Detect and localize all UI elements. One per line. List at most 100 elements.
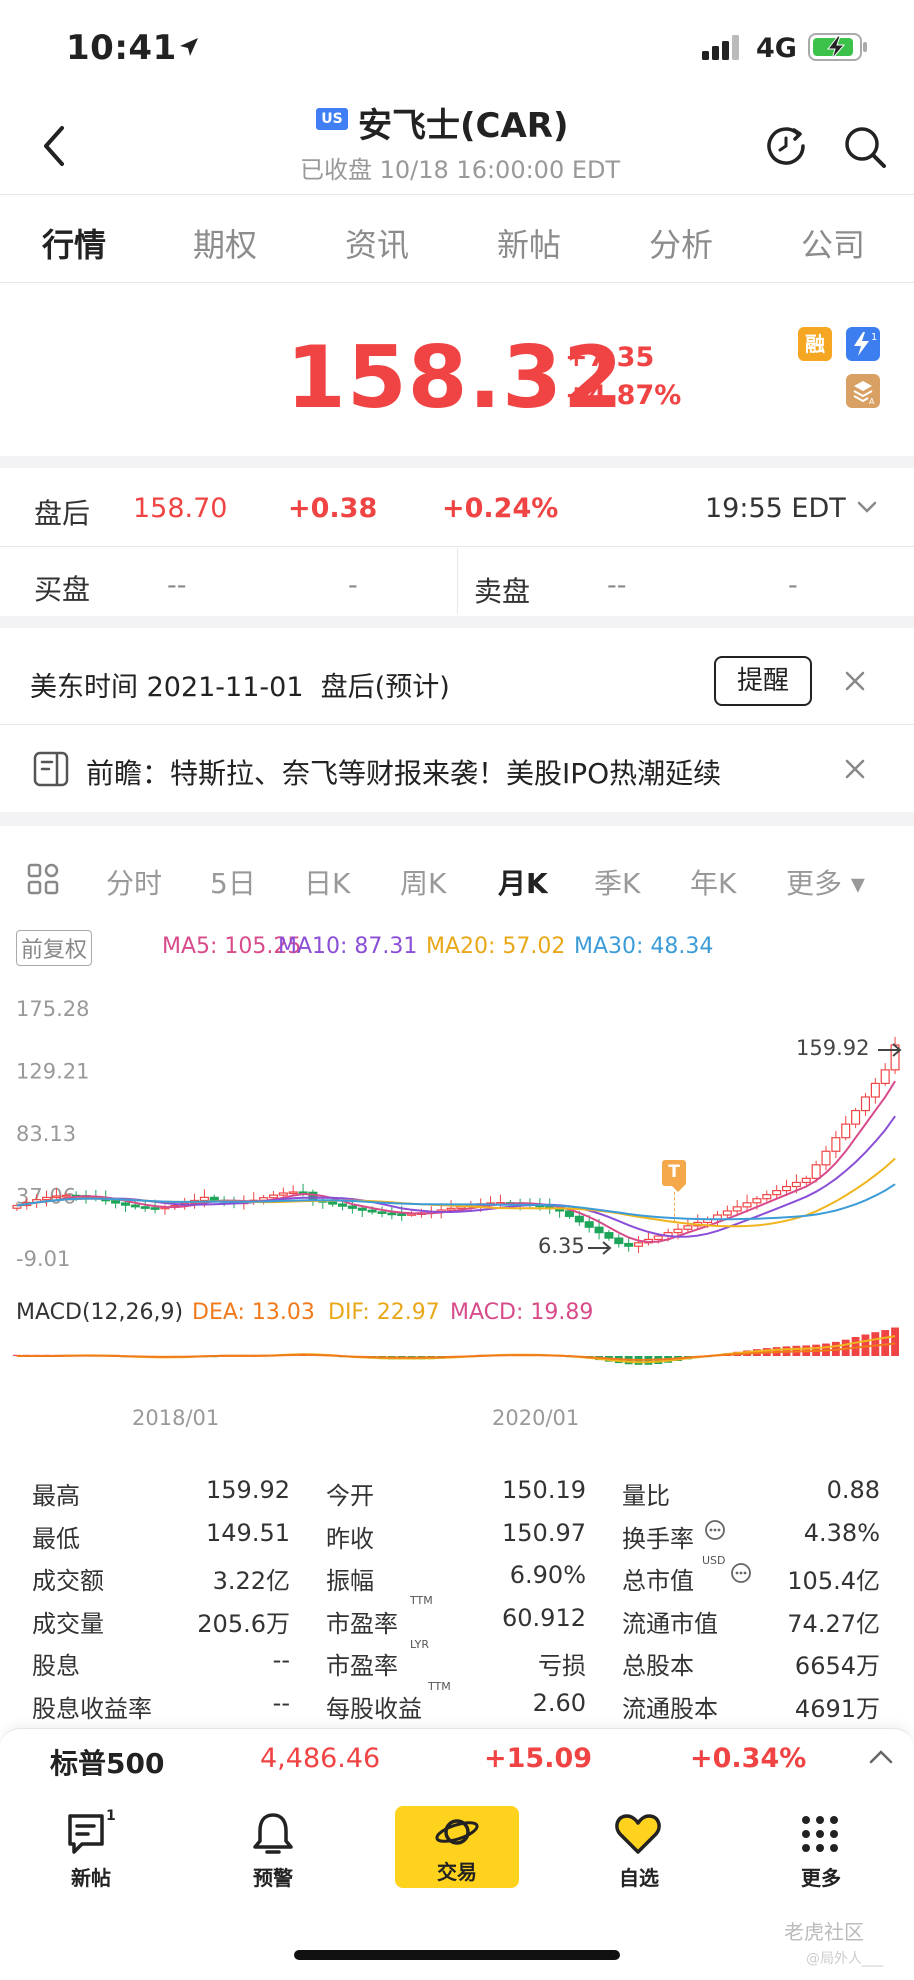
stat-label: 成交量	[32, 1609, 104, 1638]
info-icon[interactable]	[704, 1519, 726, 1541]
macd-bar	[851, 1337, 860, 1356]
candle-body	[870, 1082, 880, 1098]
ask-size: -	[788, 570, 798, 601]
remind-button[interactable]: 提醒	[714, 656, 812, 706]
price-change: +7.35	[565, 342, 655, 373]
dif-value: DIF: 22.97	[328, 1300, 440, 1325]
stat-value: 4691万	[794, 1694, 880, 1723]
refresh-timer-icon[interactable]	[764, 124, 808, 168]
ask-label: 卖盘	[474, 575, 531, 608]
search-icon[interactable]	[842, 124, 888, 170]
home-indicator[interactable]	[294, 1950, 620, 1960]
news-headline[interactable]: 前瞻：特斯拉、奈飞等财报来袭！美股IPO热潮延续	[86, 757, 722, 790]
candle-body	[387, 1212, 397, 1216]
stat-label: 流通股本	[622, 1694, 718, 1723]
period-daily[interactable]: 日K	[304, 867, 351, 900]
stat-label: 振幅	[326, 1567, 374, 1595]
dea-value: DEA: 13.03	[192, 1300, 315, 1325]
tab-options[interactable]: 期权	[193, 226, 258, 264]
margin-badge[interactable]: 融	[798, 327, 832, 361]
ma5-value: MA5: 105.25	[162, 934, 302, 959]
chevron-down-icon[interactable]	[856, 500, 878, 516]
candle-body	[851, 1109, 861, 1125]
stat-label: 换手率	[622, 1524, 694, 1553]
candle-body	[841, 1123, 851, 1139]
candle-body	[120, 1202, 130, 1206]
candle-body	[673, 1228, 683, 1234]
grid-layout-icon[interactable]	[26, 862, 60, 896]
stat-value: 3.22亿	[212, 1567, 290, 1595]
candle-body	[61, 1194, 71, 1198]
max-price-marker: 159.92	[796, 1036, 870, 1060]
heart-icon[interactable]	[614, 1812, 662, 1856]
stat-label: 市盈率	[326, 1609, 398, 1638]
candle-body	[801, 1177, 811, 1184]
stat-label: 最低	[32, 1524, 80, 1553]
macd-chart[interactable]	[0, 1326, 914, 1386]
macd-bar	[861, 1334, 870, 1356]
adjust-mode[interactable]: 前复权	[16, 930, 93, 966]
nav-trade[interactable]: 交易	[437, 1860, 477, 1884]
close-icon[interactable]	[842, 668, 868, 694]
arrow-right-icon	[878, 1043, 902, 1057]
stat-label: 量比	[622, 1482, 670, 1510]
stat-value: 74.27亿	[787, 1609, 880, 1638]
candle-body	[446, 1207, 456, 1211]
stat-value: --	[272, 1646, 290, 1674]
period-yearly[interactable]: 年K	[690, 867, 737, 900]
y-axis-label: -9.01	[16, 1247, 70, 1271]
period-5day[interactable]: 5日	[210, 867, 256, 900]
candle-body	[811, 1164, 821, 1179]
tab-news[interactable]: 资讯	[345, 226, 410, 264]
candle-body	[268, 1194, 278, 1199]
period-monthly[interactable]: 月K	[498, 867, 548, 900]
more-grid-icon[interactable]	[800, 1814, 840, 1854]
period-intraday[interactable]: 分时	[106, 867, 163, 900]
candle-body	[564, 1210, 574, 1217]
period-more[interactable]: 更多 ▾	[786, 867, 865, 900]
watermark-user: @局外人___	[806, 1951, 883, 1967]
ttm-superscript: TTM	[410, 1594, 433, 1607]
earnings-date: 美东时间 2021-11-01 盘后(预计)	[30, 672, 450, 703]
period-weekly[interactable]: 周K	[400, 867, 447, 900]
nav-alerts[interactable]: 预警	[253, 1866, 293, 1890]
tab-quote[interactable]: 行情	[42, 226, 107, 264]
period-quarterly[interactable]: 季K	[594, 867, 641, 900]
x-axis-label-2020: 2020/01	[492, 1406, 580, 1430]
bell-icon[interactable]	[250, 1810, 296, 1858]
macd-bar	[881, 1330, 890, 1356]
trade-event-marker[interactable]: T	[662, 1160, 686, 1186]
tab-posts[interactable]: 新帖	[497, 226, 562, 264]
stat-value: 205.6万	[197, 1609, 290, 1638]
nav-more[interactable]: 更多	[801, 1866, 841, 1890]
tab-analysis[interactable]: 分析	[649, 226, 714, 264]
stat-value: 150.19	[502, 1476, 586, 1504]
ma30-value: MA30: 48.34	[574, 934, 714, 959]
stat-value: 159.92	[206, 1476, 290, 1504]
stat-value: 4.38%	[803, 1518, 880, 1547]
y-axis-label: 175.28	[16, 997, 89, 1021]
stat-value: 2.60	[532, 1688, 586, 1717]
info-icon[interactable]	[730, 1562, 752, 1584]
stat-label: 市盈率	[326, 1652, 398, 1680]
lyr-superscript: LYR	[410, 1638, 430, 1651]
layers-a-icon[interactable]: A	[846, 374, 880, 408]
stat-value: 亏损	[538, 1652, 586, 1680]
stat-label: 成交额	[32, 1567, 104, 1595]
signal-icon	[702, 34, 746, 60]
candle-body	[752, 1198, 762, 1204]
lightning-level1-icon[interactable]: 1	[846, 327, 880, 361]
nav-watchlist[interactable]: 自选	[619, 1866, 659, 1890]
nav-posts[interactable]: 新帖	[71, 1866, 111, 1890]
macd-bar	[891, 1327, 899, 1356]
chevron-up-icon[interactable]	[868, 1748, 894, 1766]
tab-company[interactable]: 公司	[801, 226, 866, 264]
ma20-line	[16, 1157, 896, 1228]
after-hours-time[interactable]: 19:55 EDT	[705, 493, 846, 524]
candle-body	[742, 1202, 752, 1208]
posts-icon[interactable]	[66, 1812, 114, 1858]
candle-body	[209, 1196, 219, 1201]
close-icon[interactable]	[842, 756, 868, 782]
back-arrow-icon[interactable]	[36, 122, 72, 170]
